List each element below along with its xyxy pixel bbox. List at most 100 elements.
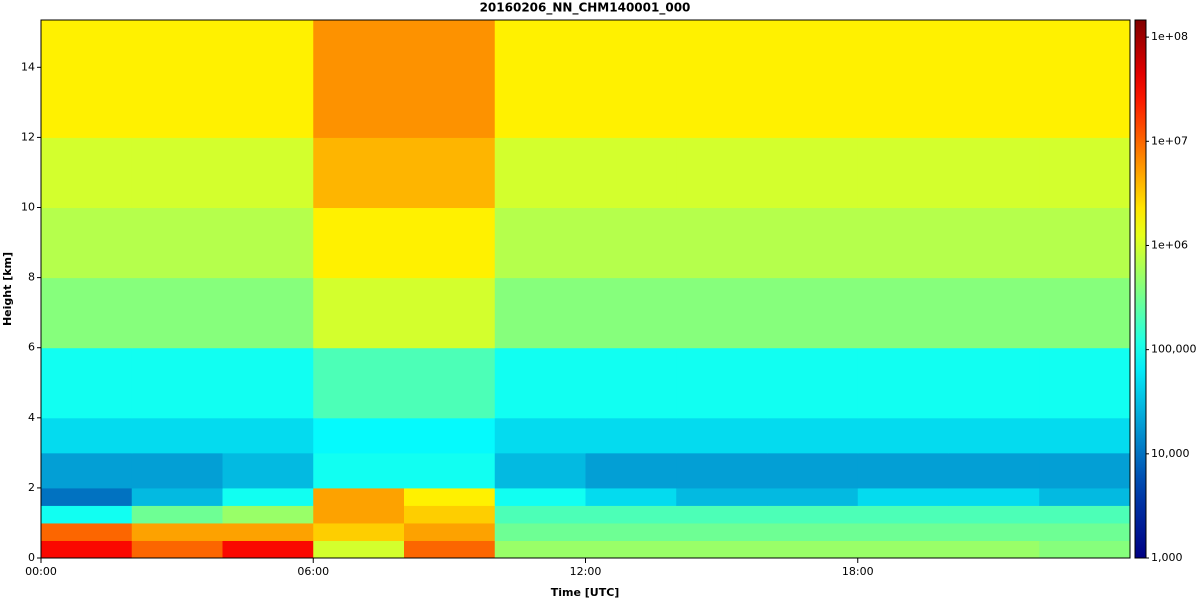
- heatmap-cell: [1039, 452, 1131, 489]
- heatmap-cell: [767, 505, 859, 524]
- heatmap-cell: [313, 505, 405, 524]
- heatmap-cell: [676, 20, 768, 138]
- heatmap-cell: [857, 540, 949, 559]
- heatmap-cell: [585, 207, 677, 279]
- heatmap-cell: [404, 540, 496, 559]
- heatmap-cell: [1039, 137, 1131, 209]
- heatmap-cell: [313, 452, 405, 489]
- heatmap-cell: [857, 505, 949, 524]
- heatmap-cell: [41, 137, 133, 209]
- heatmap-cell: [404, 277, 496, 349]
- heatmap-cell: [948, 20, 1040, 138]
- heatmap-cell: [494, 505, 586, 524]
- heatmap-cell: [41, 540, 133, 559]
- heatmap-cell: [1039, 505, 1131, 524]
- heatmap-cell: [41, 452, 133, 489]
- heatmap-cell: [313, 487, 405, 506]
- heatmap-cell: [222, 277, 314, 349]
- heatmap-cell: [857, 417, 949, 454]
- heatmap-cell: [222, 20, 314, 138]
- heatmap-cell: [313, 20, 405, 138]
- heatmap-cell: [404, 207, 496, 279]
- heatmap-cell: [585, 417, 677, 454]
- heatmap-cell: [857, 347, 949, 419]
- heatmap-cell: [313, 522, 405, 541]
- heatmap-cell: [767, 522, 859, 541]
- heatmap-cell: [676, 207, 768, 279]
- heatmap-cell: [948, 347, 1040, 419]
- heatmap-cell: [585, 505, 677, 524]
- heatmap-cell: [41, 20, 133, 138]
- heatmap-cell: [222, 487, 314, 506]
- heatmap-cell: [494, 540, 586, 559]
- y-tick-label: 2: [28, 481, 35, 494]
- heatmap-cell: [585, 487, 677, 506]
- heatmap-cell: [404, 487, 496, 506]
- colorbar-tick-label: 100,000: [1151, 343, 1197, 356]
- heatmap-cell: [313, 417, 405, 454]
- heatmap-cell: [41, 347, 133, 419]
- heatmap-cell: [857, 487, 949, 506]
- heatmap-cell: [857, 207, 949, 279]
- heatmap-cell: [948, 487, 1040, 506]
- heatmap-cell: [767, 417, 859, 454]
- x-tick-label: 00:00: [25, 565, 57, 578]
- heatmap-cell: [676, 505, 768, 524]
- heatmap-cell: [404, 522, 496, 541]
- x-tick-label: 12:00: [570, 565, 602, 578]
- heatmap-cell: [948, 137, 1040, 209]
- heatmap-cell: [222, 207, 314, 279]
- heatmap-cell: [131, 452, 223, 489]
- heatmap-cell: [1039, 487, 1131, 506]
- heatmap-cell: [767, 137, 859, 209]
- heatmap-cell: [131, 540, 223, 559]
- x-tick-label: 06:00: [297, 565, 329, 578]
- heatmap-cell: [404, 347, 496, 419]
- heatmap-cell: [131, 487, 223, 506]
- heatmap-cell: [404, 20, 496, 138]
- heatmap-cell: [313, 277, 405, 349]
- heatmap-cell: [222, 137, 314, 209]
- heatmap-cell: [131, 505, 223, 524]
- heatmap-cell: [313, 207, 405, 279]
- heatmap-cell: [222, 540, 314, 559]
- heatmap-cell: [1039, 417, 1131, 454]
- colorbar-tick-label: 1e+06: [1151, 238, 1188, 251]
- heatmap-cell: [131, 417, 223, 454]
- heatmap-cell: [404, 505, 496, 524]
- heatmap-cell: [676, 452, 768, 489]
- heatmap-cell: [1039, 207, 1131, 279]
- heatmap-cell: [767, 20, 859, 138]
- heatmap-cell: [131, 347, 223, 419]
- heatmap-cell: [1039, 20, 1131, 138]
- heatmap-cell: [676, 487, 768, 506]
- heatmap-cell: [676, 522, 768, 541]
- heatmap-cell: [676, 137, 768, 209]
- heatmap-cell: [857, 452, 949, 489]
- heatmap-cell: [494, 452, 586, 489]
- heatmap-cell: [494, 277, 586, 349]
- heatmap-cell: [41, 522, 133, 541]
- heatmap-cell: [585, 20, 677, 138]
- heatmap-cell: [222, 417, 314, 454]
- heatmap-cell: [948, 522, 1040, 541]
- x-tick-label: 18:00: [842, 565, 874, 578]
- heatmap-cell: [585, 137, 677, 209]
- heatmap-cell: [857, 20, 949, 138]
- y-tick-label: 4: [28, 411, 35, 424]
- heatmap-cell: [494, 522, 586, 541]
- y-tick-label: 12: [21, 130, 35, 143]
- heatmap-cell: [1039, 522, 1131, 541]
- heatmap-cell: [948, 277, 1040, 349]
- colorbar-tick-label: 1,000: [1151, 551, 1183, 564]
- heatmap-cell: [948, 207, 1040, 279]
- heatmap-cell: [222, 452, 314, 489]
- heatmap-cell: [404, 452, 496, 489]
- heatmap-cell: [767, 347, 859, 419]
- heatmap-cell: [767, 207, 859, 279]
- y-axis-label: Height [km]: [1, 252, 14, 326]
- y-tick-label: 6: [28, 341, 35, 354]
- heatmap-cell: [676, 347, 768, 419]
- x-axis-label: Time [UTC]: [551, 586, 620, 599]
